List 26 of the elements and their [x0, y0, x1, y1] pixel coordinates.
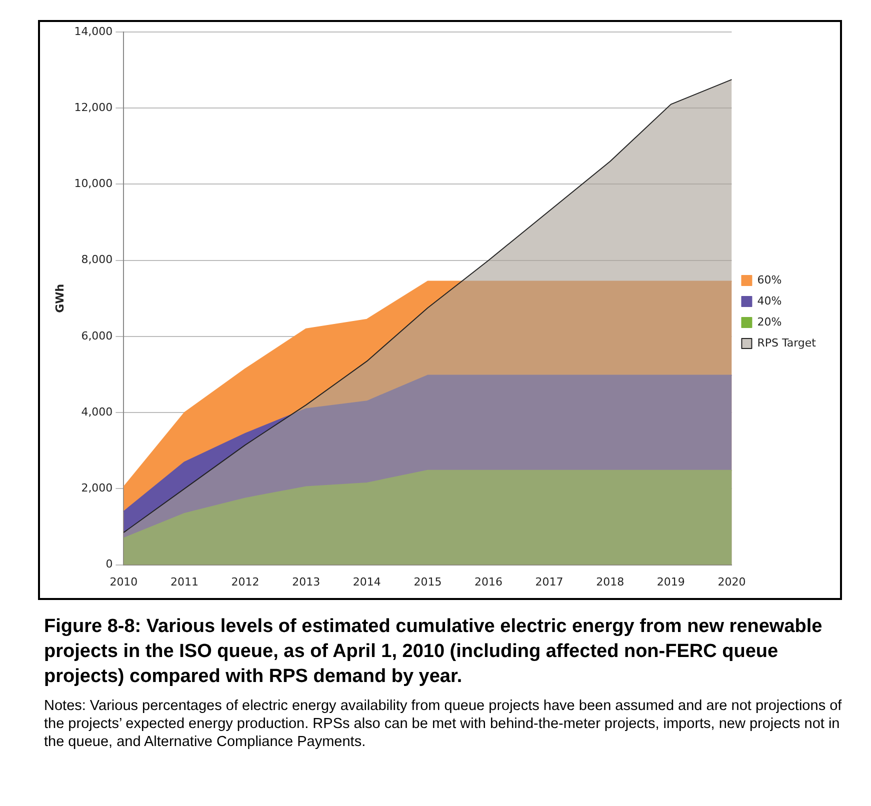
x-tick-label: 2013 — [292, 575, 320, 588]
y-axis-title: GWh — [53, 284, 66, 313]
x-tick-label: 2012 — [231, 575, 260, 588]
x-tick-label: 2019 — [656, 575, 685, 588]
legend-label: 40% — [757, 294, 782, 308]
legend-label: RPS Target — [757, 336, 817, 350]
text: Notes: Various percentages of electric energy availability from queue projects have been assumed and are not projections of the projects’ expected energy production. RPSs also can be met with behind-the-meter projects, imports, new projects not in the queue, and Alternative Compliance Payments. — [44, 697, 843, 751]
x-tick-label: 2017 — [535, 575, 564, 588]
x-tick-label: 2014 — [352, 575, 381, 588]
y-tick-label: 10,000 — [74, 177, 113, 190]
legend-label: 20% — [757, 315, 782, 328]
text: Figure 8-8: Various levels of estimated cumulative electric energy from new renewable projects in the ISO queue, as of April 1, 2010 (including affected non-FERC queue projects) compared with RPS demand by year. — [44, 615, 824, 689]
y-tick-label: 12,000 — [74, 100, 113, 114]
x-tick-label: 2010 — [110, 575, 138, 588]
x-tick-label: 2018 — [596, 575, 624, 588]
x-tick-label: 2011 — [170, 575, 198, 588]
legend-label: 60% — [757, 273, 782, 286]
y-tick-label: 14,000 — [74, 24, 113, 38]
x-tick-label: 2015 — [414, 575, 442, 588]
x-tick-label: 2020 — [718, 575, 746, 588]
y-tick-label: 6,000 — [81, 329, 113, 342]
y-tick-label: 8,000 — [81, 253, 113, 266]
y-tick-label: 4,000 — [81, 405, 113, 418]
y-tick-label: 2,000 — [81, 482, 113, 495]
x-tick-label: 2016 — [474, 575, 503, 588]
y-tick-label: 0 — [106, 558, 113, 571]
